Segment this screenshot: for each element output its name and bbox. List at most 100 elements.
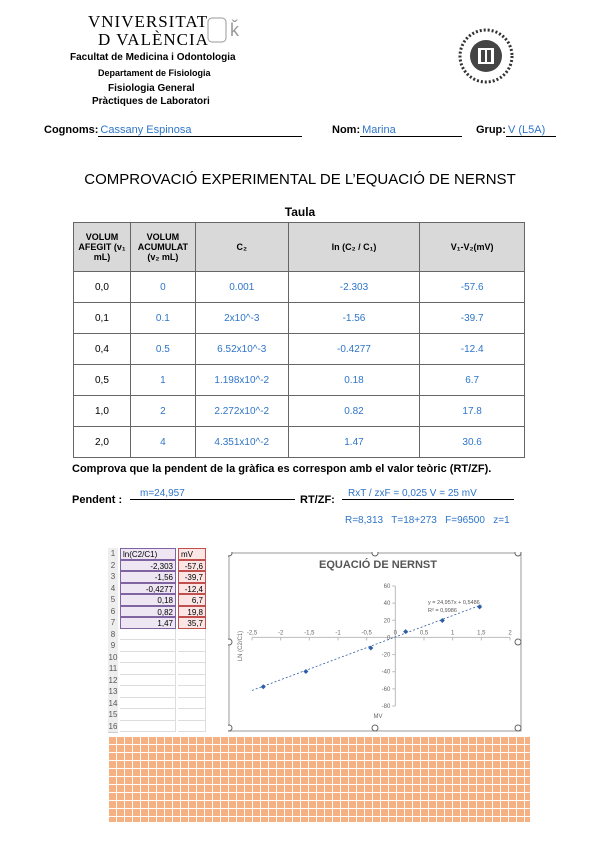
theory-value: RxT / zxF = 0,025 V = 25 mV (342, 488, 514, 500)
chart-title: EQUACIÓ DE NERNST (319, 558, 437, 571)
sheet-cell: 0,18 (120, 594, 176, 606)
cell-border (120, 651, 176, 663)
table-cell: 4 (129, 426, 196, 458)
table-row: 2,0 4 4.351x10^-2 1.47 30.6 (73, 426, 525, 458)
resize-handle (228, 638, 233, 646)
field-value: Marina (360, 124, 463, 137)
column-header: VOLUM AFEGIT (v₁ mL) (73, 222, 131, 272)
table-cell: 0,5 (73, 364, 131, 396)
slope-label: Pendent : (72, 494, 123, 506)
table-cell: 30.6 (419, 426, 525, 458)
y-tick-label: 20 (384, 618, 391, 624)
resize-handle (228, 552, 233, 557)
course: Fisiologia General (108, 83, 195, 94)
sheet-cell: -0,4277 (120, 582, 176, 594)
practice: Pràctiques de Laboratori (92, 96, 210, 107)
y-tick-label: -20 (382, 653, 391, 659)
table-cell: 0,4 (73, 333, 131, 365)
y-tick-label: -80 (382, 704, 391, 710)
y-tick-label: 40 (384, 601, 391, 607)
table-cell: 2x10^-3 (194, 302, 289, 334)
resize-handle (371, 724, 379, 732)
y-tick-label: -60 (382, 687, 391, 693)
sheet-cell: 6,7 (178, 594, 206, 606)
title: COMPROVACIÓ EXPERIMENTAL DE L’EQUACIÓ DE… (84, 171, 516, 188)
trendline (251, 604, 482, 691)
table-cell: -0.4277 (287, 333, 421, 365)
field-label: Grup: (476, 124, 506, 136)
y-tick-label: 0 (387, 635, 391, 641)
table-cell: 0.18 (287, 364, 421, 396)
point (477, 604, 483, 610)
slope-value: m=24,957 (130, 488, 295, 500)
sheet-cell: -57,6 (178, 559, 206, 571)
form-field: Cognoms: Cassany Espinosa (44, 124, 303, 137)
cell-border (178, 640, 206, 652)
column-header: ln (C₂ / C₁) (287, 222, 421, 272)
cell-border (178, 720, 206, 732)
x-tick-label: -1 (335, 630, 341, 636)
cell-border (178, 651, 206, 663)
y-tick-label: -40 (382, 670, 391, 676)
table-cell: -1.56 (287, 302, 421, 334)
cell-border (120, 628, 176, 640)
table-cell: 1,0 (73, 395, 131, 427)
table-cell: 6.7 (419, 364, 525, 396)
logo-icon: ǩ (207, 17, 240, 43)
y-tick-label: 60 (384, 584, 391, 590)
field-label: Cognoms: (44, 124, 99, 136)
cell-border (120, 697, 176, 709)
table-cell: 17.8 (419, 395, 525, 427)
field-label: Nom: (332, 124, 361, 136)
table-row: 0,5 1 1.198x10^-2 0.18 6.7 (73, 364, 525, 396)
column-header: V₁-V₂(mV) (419, 222, 525, 272)
sheet-cell: ln(C2/C1) (120, 548, 176, 560)
x-tick-label: -2 (278, 630, 284, 636)
form-field: Nom: Marina (332, 124, 463, 137)
x-tick-label: 1 (451, 630, 455, 636)
table-cell: -12.4 (419, 333, 525, 365)
cell-border (178, 686, 206, 698)
table-row: 1,0 2 2.272x10^-2 0.82 17.8 (73, 395, 525, 427)
field-value: Cassany Espinosa (98, 124, 303, 137)
form-field: Grup: V (L5A) (476, 124, 556, 137)
theory-label: RT/ZF: (300, 494, 335, 506)
sheet-cell: mV (178, 548, 206, 560)
sheet-cell: 0,82 (120, 605, 176, 617)
data-table: VOLUM AFEGIT (v₁ mL) VOLUM ACUMULAT (v₂ m… (73, 222, 525, 458)
point (439, 617, 445, 623)
cell-border (120, 720, 176, 732)
resize-handle (228, 724, 233, 732)
chart-frame (228, 552, 522, 732)
question: Comprova que la pendent de la gràfica es… (72, 463, 492, 475)
trendline-equation: y = 24,957x + 0,5486 (428, 600, 480, 606)
resize-handle (371, 552, 379, 557)
cell-border (120, 709, 176, 721)
spreadsheet-grid (108, 736, 530, 822)
table-cell: -57.6 (419, 271, 525, 303)
table-cell: 2.272x10^-2 (194, 395, 289, 427)
table-row: 0,0 0 0.001 -2.303 -57.6 (73, 271, 525, 303)
table-row: 0,4 0.5 6.52x10^-3 -0.4277 -12.4 (73, 333, 525, 365)
point (303, 668, 309, 674)
x-tick-label: -1,5 (304, 630, 315, 636)
y-axis-label: LN (C2/C1) (238, 631, 244, 661)
x-tick-label: -2,5 (247, 630, 258, 636)
table-cell: 0.1 (129, 302, 196, 334)
point (368, 645, 374, 651)
cell-border (178, 628, 206, 640)
table-cell: 0,0 (73, 271, 131, 303)
cell-border (120, 663, 176, 675)
table-cell: 2 (129, 395, 196, 427)
cell-border (178, 674, 206, 686)
university-name: D VALÈNCIA (98, 30, 209, 49)
table-cell: -2.303 (287, 271, 421, 303)
resize-handle (514, 552, 522, 557)
seal (458, 28, 514, 84)
point (260, 684, 266, 690)
x-tick-label: 0 (394, 630, 398, 636)
cell-border (178, 709, 206, 721)
theory-constants: R=8,313 T=18+273 F=96500 z=1 (345, 515, 510, 526)
table-cell: 1.198x10^-2 (194, 364, 289, 396)
sheet-cell: 19,8 (178, 605, 206, 617)
